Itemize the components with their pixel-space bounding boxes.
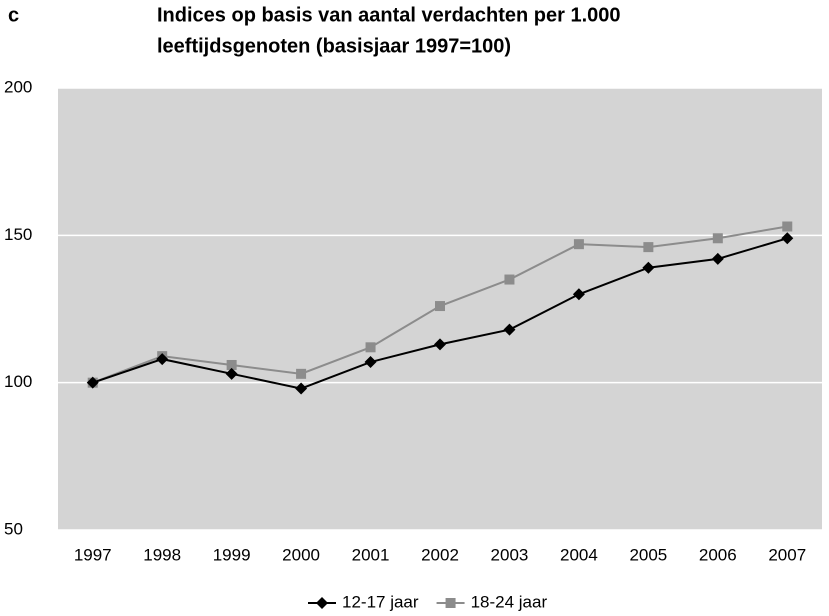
point bbox=[365, 342, 376, 353]
legend-marker bbox=[445, 598, 456, 608]
x-tick-label: 2003 bbox=[491, 545, 529, 564]
legend-label: 18-24 jaar bbox=[471, 592, 548, 611]
series bbox=[86, 232, 794, 395]
point bbox=[642, 261, 655, 274]
chart-title-line-1: Indices op basis van aantal verdachten p… bbox=[157, 4, 621, 26]
y-tick-label: 100 bbox=[4, 372, 32, 391]
y-tick-label: 150 bbox=[4, 225, 32, 244]
y-tick-label: 200 bbox=[4, 77, 32, 96]
point bbox=[435, 301, 445, 312]
legend-label: 12-17 jaar bbox=[342, 592, 419, 611]
point bbox=[781, 232, 794, 245]
point bbox=[712, 233, 723, 244]
x-tick-label: 1999 bbox=[213, 545, 251, 564]
point bbox=[296, 368, 307, 379]
x-tick-label: 2001 bbox=[352, 545, 390, 564]
point bbox=[156, 353, 169, 366]
x-tick-label: 1998 bbox=[143, 545, 181, 564]
x-tick-label: 2005 bbox=[629, 545, 667, 564]
point bbox=[572, 288, 585, 301]
panel-label: c bbox=[8, 4, 19, 26]
legend-marker bbox=[316, 597, 328, 609]
x-tick-label: 2002 bbox=[421, 545, 459, 564]
y-tick-label: 50 bbox=[4, 519, 23, 538]
point bbox=[225, 367, 238, 380]
point bbox=[711, 252, 724, 265]
x-tick-label: 2000 bbox=[282, 545, 320, 564]
x-tick-label: 2007 bbox=[768, 545, 806, 564]
point bbox=[503, 323, 516, 336]
chart-title-line-2: leeftijdsgenoten (basisjaar 1997=100) bbox=[157, 35, 511, 57]
x-tick-label: 2006 bbox=[699, 545, 737, 564]
point bbox=[86, 376, 99, 389]
point bbox=[295, 382, 308, 395]
point bbox=[364, 356, 377, 369]
point bbox=[504, 274, 515, 285]
x-tick-label: 1997 bbox=[74, 545, 112, 564]
x-tick-label: 2004 bbox=[560, 545, 598, 564]
point bbox=[434, 338, 446, 351]
point bbox=[643, 242, 654, 253]
point bbox=[782, 221, 793, 232]
point bbox=[573, 239, 584, 250]
point bbox=[226, 359, 237, 370]
